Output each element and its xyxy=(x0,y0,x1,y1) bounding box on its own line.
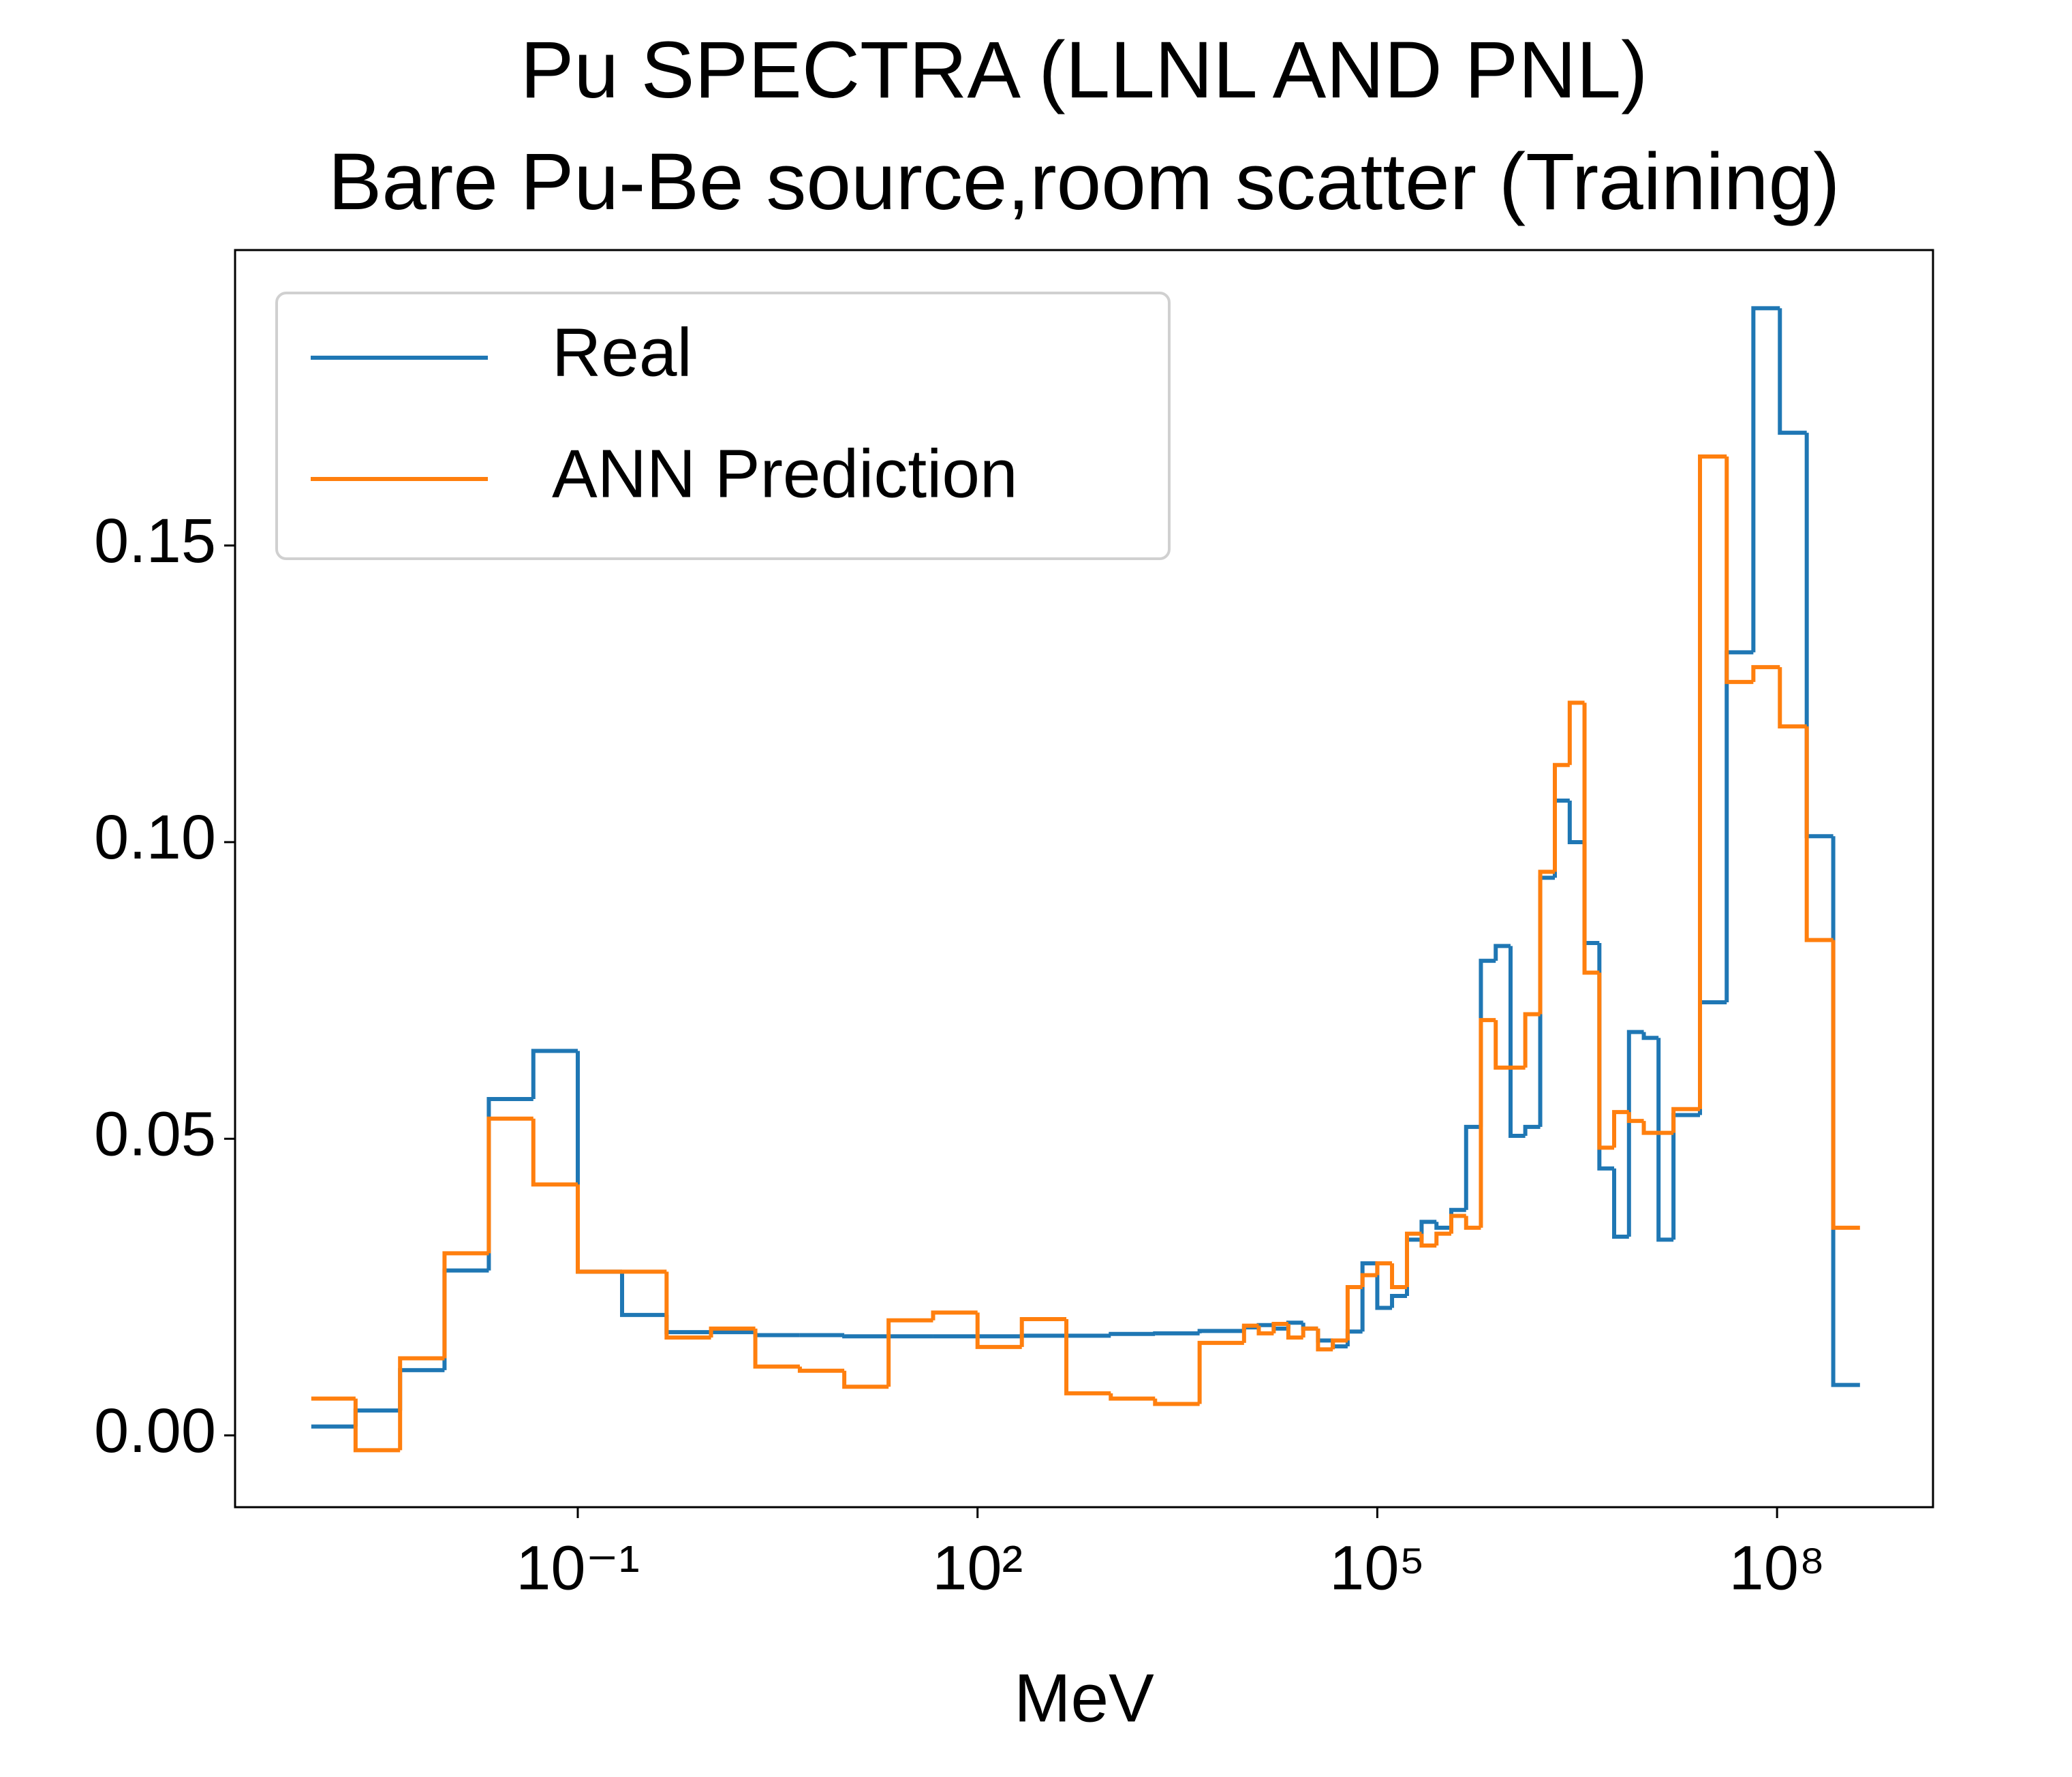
step-segment xyxy=(1612,1110,1629,1148)
step-segment xyxy=(1375,1263,1393,1310)
step-segment xyxy=(1671,1107,1701,1133)
step-segment xyxy=(1698,454,1727,1109)
step-segment xyxy=(1286,1323,1303,1340)
step-segment xyxy=(1751,665,1780,682)
step-segment xyxy=(1256,1323,1274,1328)
step-segment xyxy=(1597,972,1615,1150)
step-segment xyxy=(1778,667,1807,729)
step-segment xyxy=(1508,946,1526,1138)
step-segment xyxy=(931,1310,978,1320)
step-segment xyxy=(1345,1284,1363,1341)
step-segment xyxy=(398,1356,445,1451)
step-segment xyxy=(442,1251,489,1359)
step-segment xyxy=(1612,1168,1629,1239)
step-segment xyxy=(1494,1020,1511,1070)
x-tick-label: 10² xyxy=(932,1533,1023,1603)
step-segment xyxy=(1390,1294,1407,1308)
step-segment xyxy=(1751,306,1780,653)
step-segment xyxy=(1464,1216,1481,1230)
step-segment xyxy=(1804,726,1834,942)
step-segment xyxy=(486,1116,534,1254)
step-segment xyxy=(1019,1316,1067,1347)
legend-label: Real xyxy=(552,314,692,390)
step-segment xyxy=(1360,1261,1378,1332)
step-segment xyxy=(1404,1231,1422,1287)
step-segment xyxy=(1479,1018,1496,1228)
step-segment xyxy=(1567,700,1585,765)
step-segment xyxy=(1064,1318,1111,1395)
step-segment xyxy=(1271,1321,1288,1333)
step-segment xyxy=(975,1312,1022,1349)
step-segment xyxy=(842,1334,889,1339)
step-segment xyxy=(1360,1273,1378,1287)
step-segment xyxy=(531,1118,578,1187)
legend-label: ANN Prediction xyxy=(552,435,1018,512)
step-segment xyxy=(1656,1038,1674,1242)
y-tick-label: 0.10 xyxy=(94,803,216,872)
step-segment xyxy=(1626,1030,1644,1237)
legend-box xyxy=(275,292,1171,560)
x-tick-label: 10⁵ xyxy=(1329,1533,1425,1603)
step-segment xyxy=(1109,1393,1156,1401)
step-segment xyxy=(1241,1323,1259,1343)
step-segment xyxy=(1197,1329,1244,1333)
step-segment xyxy=(1553,762,1570,872)
step-segment xyxy=(1538,869,1555,1015)
step-segment xyxy=(1419,1233,1437,1248)
step-segment xyxy=(353,1398,401,1453)
step-segment xyxy=(1434,1222,1451,1230)
step-segment xyxy=(1778,308,1807,435)
step-segment xyxy=(1494,944,1511,961)
step-segment xyxy=(620,1271,667,1317)
y-tick-label: 0.05 xyxy=(94,1100,216,1169)
step-segment xyxy=(1019,1333,1067,1338)
step-segment xyxy=(1153,1398,1200,1406)
step-segment xyxy=(664,1271,711,1340)
step-segment xyxy=(1256,1325,1274,1335)
step-segment xyxy=(1464,1124,1481,1210)
step-segment xyxy=(1641,1121,1659,1135)
step-segment xyxy=(1831,940,1860,1230)
y-tick-label: 0.15 xyxy=(94,506,216,576)
step-segment xyxy=(1582,702,1600,975)
step-segment xyxy=(575,1184,622,1274)
step-segment xyxy=(753,1328,800,1369)
step-segment xyxy=(1301,1326,1318,1338)
step-segment xyxy=(1725,457,1754,684)
step-segment xyxy=(1390,1263,1407,1289)
step-segment xyxy=(1434,1231,1451,1246)
x-tick-label: 10⁸ xyxy=(1729,1533,1825,1603)
step-segment xyxy=(842,1370,889,1389)
chart-title: Pu SPECTRA (LLNL AND PNL) xyxy=(521,25,1648,115)
step-segment xyxy=(1449,1214,1466,1234)
x-axis-label: MeV xyxy=(1014,1660,1154,1736)
step-segment xyxy=(1567,801,1585,844)
step-segment xyxy=(886,1318,933,1387)
step-segment xyxy=(1641,1032,1659,1040)
step-segment xyxy=(1523,1124,1541,1136)
step-segment xyxy=(1316,1328,1333,1352)
y-tick-label: 0.00 xyxy=(94,1396,216,1466)
step-segment xyxy=(797,1366,845,1373)
step-segment xyxy=(1153,1331,1200,1335)
chart-subtitle: Bare Pu-Be source,room scatter (Training… xyxy=(328,137,1840,227)
step-segment xyxy=(1626,1112,1644,1124)
step-segment xyxy=(1375,1261,1393,1276)
step-segment xyxy=(1197,1340,1244,1404)
plot-frame xyxy=(234,249,1934,1509)
step-segment xyxy=(531,1049,578,1099)
step-segment xyxy=(709,1326,756,1338)
step-segment xyxy=(1523,1012,1541,1068)
step-segment xyxy=(1331,1338,1348,1350)
step-segment xyxy=(1109,1331,1156,1336)
x-tick-label: 10⁻¹ xyxy=(516,1533,640,1603)
